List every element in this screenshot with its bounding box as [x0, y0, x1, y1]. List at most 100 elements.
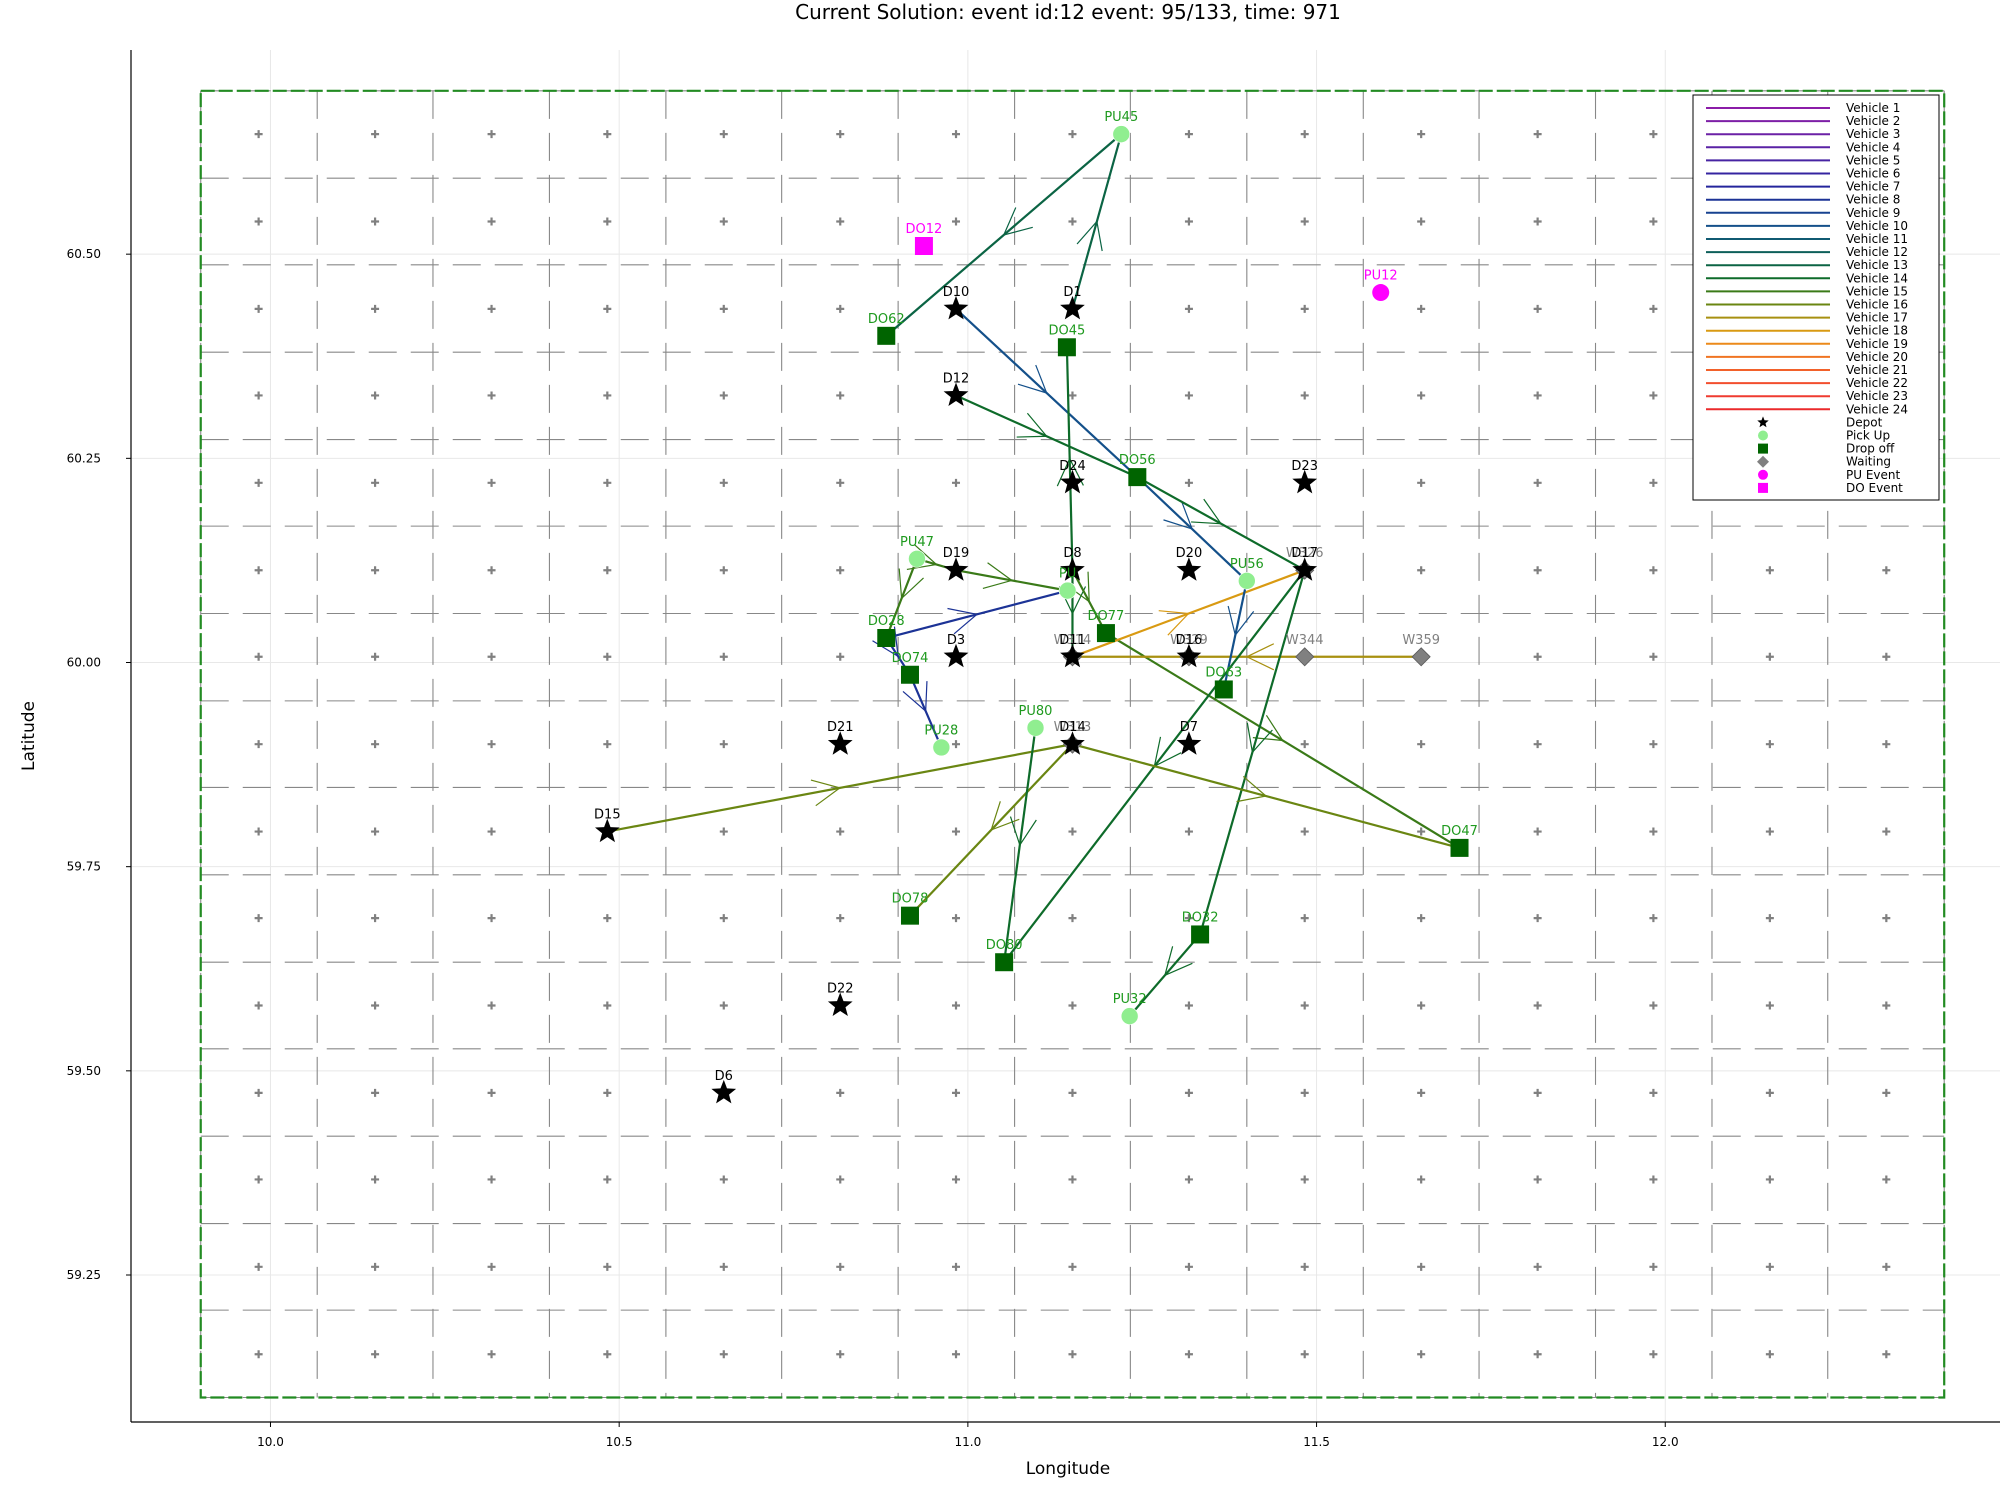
depot-label: D21	[827, 720, 854, 735]
route-arrow	[947, 607, 979, 635]
dropoff-label: DO80	[986, 938, 1023, 953]
cell-center-marker	[719, 391, 728, 400]
cell-center-marker	[952, 130, 961, 139]
route-arrow	[1002, 207, 1033, 236]
cell-center-marker	[603, 304, 612, 313]
depot-marker	[1060, 731, 1085, 755]
cell-center-marker	[1184, 914, 1193, 923]
pickup-label: PU47	[900, 535, 934, 550]
depot-marker	[595, 818, 620, 843]
dropoff-marker	[1057, 338, 1076, 357]
cell-center-marker	[254, 914, 263, 923]
cell-center-marker	[719, 652, 728, 661]
cell-center-marker	[1882, 740, 1891, 749]
cell-center-marker	[487, 566, 496, 575]
cell-center-marker	[1533, 914, 1542, 923]
cell-center-marker	[1882, 827, 1891, 836]
cell-center-marker	[371, 1175, 380, 1184]
route-arrow	[1245, 643, 1275, 671]
depot-marker	[943, 557, 969, 581]
cell-center-marker	[1417, 217, 1426, 226]
cell-center-marker	[1184, 304, 1193, 313]
cell-center-marker	[1765, 827, 1774, 836]
route-arrow	[1056, 457, 1084, 487]
cell-center-marker	[371, 827, 380, 836]
x-tick-label: 10.0	[257, 1435, 284, 1449]
depot-marker	[1176, 731, 1202, 755]
cell-center-marker	[1417, 566, 1426, 575]
cell-center-marker	[836, 478, 845, 487]
depot-label: D6	[715, 1069, 733, 1084]
cell-center-marker	[1649, 566, 1658, 575]
depot-label: D12	[943, 371, 970, 386]
cell-center-marker	[254, 827, 263, 836]
cell-center-marker	[371, 914, 380, 923]
cell-center-marker	[371, 1001, 380, 1010]
waiting-label: W329	[1170, 633, 1208, 648]
cell-center-marker	[1533, 478, 1542, 487]
cell-center-marker	[836, 827, 845, 836]
cell-center-marker	[1300, 740, 1309, 749]
cell-center-marker	[1765, 652, 1774, 661]
x-tick-label: 12.0	[1652, 1435, 1679, 1449]
cell-center-marker	[1765, 1175, 1774, 1184]
x-tick-label: 11.5	[1303, 1435, 1330, 1449]
cell-center-marker	[254, 1001, 263, 1010]
dropoff-marker	[900, 906, 919, 925]
cell-center-marker	[952, 740, 961, 749]
cell-center-marker	[603, 1175, 612, 1184]
dropoff-label: DO32	[1182, 910, 1219, 925]
cell-center-marker	[1882, 1350, 1891, 1359]
cell-center-marker	[952, 1175, 961, 1184]
route-arrow	[1009, 816, 1037, 847]
cell-center-marker	[254, 130, 263, 139]
depot-label: D11	[1059, 633, 1086, 648]
cell-center-marker	[603, 1001, 612, 1010]
cell-center-marker	[1649, 1350, 1658, 1359]
cell-center-marker	[836, 1262, 845, 1271]
legend-label: Vehicle 8	[1846, 193, 1900, 207]
y-tick-label: 60.00	[67, 656, 101, 670]
route-line	[607, 743, 1460, 849]
cell-center-marker	[371, 740, 380, 749]
cell-center-marker	[1882, 914, 1891, 923]
depot-marker	[1292, 469, 1318, 494]
cell-center-marker	[952, 1001, 961, 1010]
cell-center-marker	[371, 566, 380, 575]
dropoff-marker	[1128, 468, 1147, 487]
cell-center-marker	[952, 217, 961, 226]
cell-center-marker	[836, 217, 845, 226]
cell-center-marker	[836, 566, 845, 575]
pickup-label: PU28	[924, 723, 958, 738]
cell-center-marker	[719, 1001, 728, 1010]
legend-label: Vehicle 10	[1846, 219, 1908, 233]
cell-center-marker	[1533, 1175, 1542, 1184]
dropoff-marker	[1096, 624, 1115, 643]
cell-center-marker	[603, 566, 612, 575]
cell-center-marker	[836, 1350, 845, 1359]
route-arrow	[902, 681, 928, 713]
legend-swatch	[1758, 469, 1768, 480]
cell-center-marker	[1300, 914, 1309, 923]
cell-center-marker	[603, 652, 612, 661]
route-arrow	[1163, 500, 1194, 530]
depot-label: D17	[1291, 546, 1318, 561]
pickup-label: PU	[1059, 567, 1076, 582]
pu-event-marker	[1372, 284, 1390, 302]
cell-center-marker	[371, 652, 380, 661]
cell-center-marker	[719, 1350, 728, 1359]
depot-marker	[1060, 469, 1085, 494]
cell-center-marker	[1649, 304, 1658, 313]
dropoff-marker	[877, 629, 896, 647]
legend-label: Vehicle 23	[1846, 389, 1908, 403]
cell-center-marker	[1882, 566, 1891, 575]
legend-label: Vehicle 20	[1846, 350, 1908, 364]
x-tick-label: 11.0	[955, 1435, 982, 1449]
cell-center-marker	[254, 1262, 263, 1271]
legend-swatch	[1758, 482, 1768, 493]
pickup-marker	[1238, 572, 1256, 590]
cell-center-marker	[1417, 1175, 1426, 1184]
legend-label: Vehicle 11	[1846, 232, 1908, 246]
dropoff-label: DO78	[892, 892, 929, 907]
cell-center-marker	[254, 217, 263, 226]
